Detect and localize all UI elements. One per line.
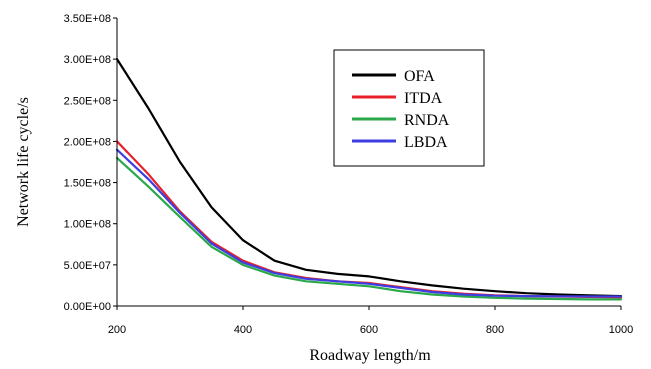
x-axis-ticks: 200 400 600 800 1000: [108, 306, 633, 336]
y-tick-label: 0.00E+00: [64, 301, 111, 313]
series-line-lbda: [115, 148, 623, 298]
legend-label-ofa: OFA: [404, 68, 435, 85]
legend-label-rnda: RNDA: [404, 112, 450, 129]
x-tick-label: 400: [234, 324, 252, 336]
series-line-rnda: [115, 156, 623, 301]
x-tick-label: 600: [360, 324, 378, 336]
legend-label-lbda: LBDA: [404, 134, 448, 151]
y-axis-label: Network life cycle/s: [15, 97, 32, 227]
x-axis-label: Roadway length/m: [309, 347, 431, 364]
y-axis-ticks: 0.00E+00 5.00E+07 1.00E+08 1.50E+08 2.00E+08…: [64, 13, 117, 313]
legend-box: [333, 49, 485, 167]
y-tick-label: 1.00E+08: [64, 219, 111, 231]
series-line-ofa: [115, 57, 623, 298]
y-tick-label: 5.00E+07: [64, 260, 111, 272]
y-tick-label: 2.50E+08: [64, 95, 111, 107]
y-tick-label: 1.50E+08: [64, 178, 111, 190]
legend: OFA ITDA RNDA LBDA: [333, 49, 485, 167]
x-tick-label: 800: [486, 324, 504, 336]
series-lines: [115, 57, 623, 301]
y-tick-label: 3.50E+08: [64, 13, 111, 25]
legend-label-itda: ITDA: [404, 90, 443, 107]
y-tick-label: 3.00E+08: [64, 54, 111, 66]
x-tick-label: 200: [108, 324, 126, 336]
y-tick-label: 2.00E+08: [64, 136, 111, 148]
x-tick-label: 1000: [609, 324, 633, 336]
